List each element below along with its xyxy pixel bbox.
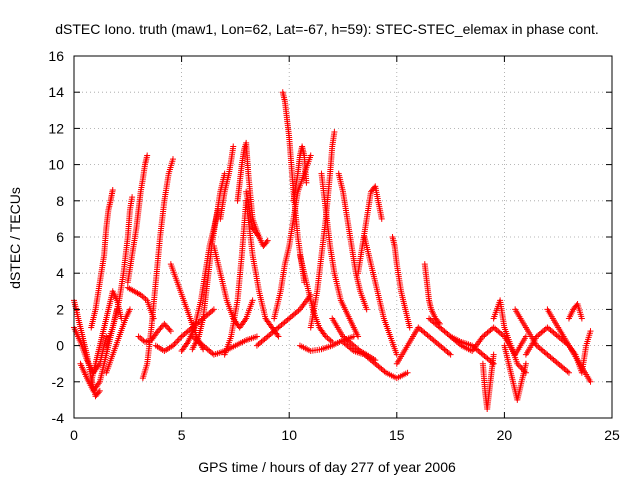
data-point — [363, 306, 370, 313]
data-point — [404, 369, 411, 376]
data-point — [172, 339, 179, 346]
data-point — [156, 326, 163, 333]
x-tick-label: 20 — [497, 427, 513, 443]
data-point — [565, 369, 572, 376]
data-point — [165, 325, 172, 332]
data-point — [162, 322, 169, 329]
data-point — [263, 238, 270, 245]
chart-title: dSTEC Iono. truth (maw1, Lon=62, Lat=-67… — [55, 21, 599, 37]
x-tick-label: 10 — [281, 427, 297, 443]
data-point — [490, 351, 497, 358]
data-point — [587, 328, 594, 335]
y-tick-label: -4 — [52, 410, 65, 426]
data-point — [490, 360, 497, 367]
data-point — [275, 333, 282, 340]
data-point — [95, 389, 102, 396]
y-tick-label: 8 — [56, 193, 64, 209]
data-point — [355, 333, 362, 340]
data-point — [166, 326, 173, 333]
data-point — [158, 323, 165, 330]
y-tick-label: 2 — [56, 301, 64, 317]
data-point — [253, 333, 260, 340]
y-axis: -4 -2 0 2 4 6 8 10 12 14 16 — [48, 48, 612, 426]
y-tick-label: 12 — [48, 120, 64, 136]
y-tick-label: 16 — [48, 48, 64, 64]
y-tick-label: 4 — [56, 265, 64, 281]
data-point — [522, 333, 529, 340]
data-point — [393, 351, 400, 358]
data-point — [447, 351, 454, 358]
data-point — [154, 328, 161, 335]
data-point — [175, 336, 182, 343]
grid-lines — [74, 56, 612, 418]
data-point — [157, 325, 164, 332]
data-point — [303, 179, 310, 186]
data-point — [517, 363, 524, 370]
data-point — [96, 387, 103, 394]
y-tick-label: 0 — [56, 338, 64, 354]
data-point — [109, 186, 116, 193]
data-point — [249, 297, 256, 304]
data-point — [587, 378, 594, 385]
y-tick-label: 6 — [56, 229, 64, 245]
x-axis: 0 5 10 15 20 25 — [70, 56, 620, 443]
data-point — [144, 152, 151, 159]
data-point — [167, 328, 174, 335]
x-tick-label: 0 — [70, 427, 78, 443]
data-point — [103, 333, 110, 340]
data-point — [578, 315, 585, 322]
data-point — [129, 194, 136, 201]
data-point — [161, 320, 168, 327]
y-tick-label: 14 — [48, 84, 64, 100]
data-point — [378, 215, 385, 222]
x-tick-label: 5 — [178, 427, 186, 443]
data-point — [177, 335, 184, 342]
x-tick-label: 15 — [389, 427, 405, 443]
y-tick-label: -2 — [52, 374, 65, 390]
data-point — [230, 143, 237, 150]
data-point — [210, 306, 217, 313]
data-point — [169, 156, 176, 163]
y-tick-label: 10 — [48, 157, 64, 173]
data-point — [264, 237, 271, 244]
data-point — [307, 152, 314, 159]
x-tick-label: 25 — [604, 427, 620, 443]
data-point — [331, 129, 338, 136]
data-point — [174, 338, 181, 345]
data-point — [522, 360, 529, 367]
x-axis-label: GPS time / hours of day 277 of year 2006 — [198, 459, 456, 475]
data-point — [163, 323, 170, 330]
data-point — [126, 306, 133, 313]
data-points — [71, 89, 594, 412]
data-point — [406, 324, 413, 331]
y-axis-label: dSTEC / TECUs — [7, 187, 23, 289]
